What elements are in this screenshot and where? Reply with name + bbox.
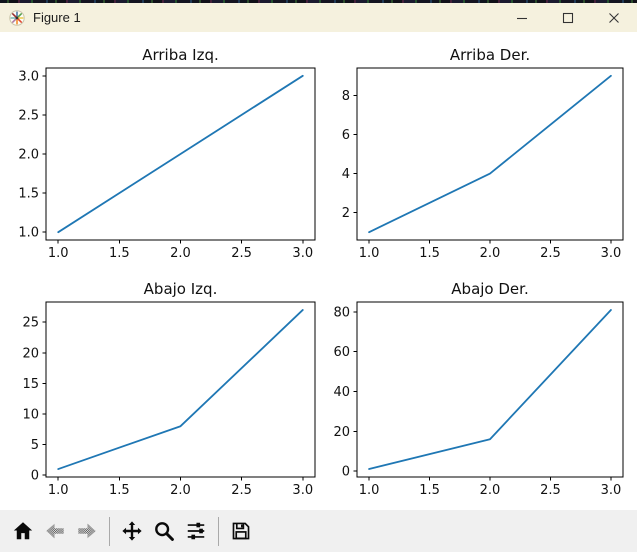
y-tick-label: 10 [22, 407, 39, 422]
back-icon [46, 523, 64, 539]
x-tick-label: 2.5 [231, 246, 252, 261]
y-tick-label: 2 [342, 206, 350, 221]
close-button[interactable] [591, 3, 637, 32]
y-tick-label: 3.0 [18, 69, 39, 84]
x-tick-label: 3.0 [292, 483, 313, 498]
x-tick-label: 2.0 [480, 246, 501, 261]
maximize-button[interactable] [545, 3, 591, 32]
window-top-edge [0, 0, 637, 3]
subplot-title: Arriba Izq. [142, 46, 219, 64]
home-icon [13, 522, 33, 540]
x-tick-label: 1.0 [359, 246, 380, 261]
y-tick-label: 8 [342, 89, 350, 104]
x-tick-label: 2.5 [540, 483, 561, 498]
save-button[interactable] [226, 514, 256, 548]
x-tick-label: 2.0 [480, 483, 501, 498]
toolbar-separator [109, 516, 110, 546]
y-tick-label: 1.0 [18, 226, 39, 241]
y-tick-label: 0 [31, 469, 39, 484]
data-line [57, 309, 304, 470]
x-tick-label: 1.0 [48, 483, 69, 498]
x-tick-label: 3.0 [292, 246, 313, 261]
y-tick-label: 20 [22, 346, 39, 361]
x-tick-label: 2.5 [540, 246, 561, 261]
figure-canvas[interactable]: Arriba Izq. 1.0 1.5 2.0 2.5 3.0 1.0 1.5 2.0 2.5 3.… [0, 32, 637, 510]
x-tick-label: 3.0 [601, 483, 622, 498]
subplot-title: Arriba Der. [450, 46, 530, 64]
matplotlib-logo-icon [9, 9, 25, 26]
x-tick-label: 1.5 [419, 246, 440, 261]
y-tick-label: 2.0 [18, 148, 39, 163]
zoom-button[interactable] [149, 514, 179, 548]
toolbar-separator [218, 516, 219, 546]
y-tick-label: 1.5 [18, 187, 39, 202]
x-tick-label: 1.5 [109, 483, 130, 498]
axes-frame [356, 301, 624, 478]
subplot-title: Abajo Der. [451, 280, 528, 298]
subplot-title: Abajo Izq. [144, 280, 218, 298]
pan-button[interactable] [117, 514, 147, 548]
x-tick-label: 2.5 [231, 483, 252, 498]
axes-frame [45, 301, 316, 478]
minimize-icon [517, 17, 527, 19]
x-tick-label: 2.0 [170, 246, 191, 261]
data-line [57, 74, 304, 234]
matplotlib-toolbar [0, 510, 637, 552]
close-icon [609, 12, 619, 23]
sliders-icon [187, 522, 205, 540]
subplot-arriba-der: Arriba Der. 1.0 1.5 2.0 2.5 3.0 2 4 6 8 [342, 46, 624, 261]
x-tick-label: 1.5 [109, 246, 130, 261]
x-tick-label: 3.0 [601, 246, 622, 261]
y-tick-label: 0 [342, 465, 350, 480]
subplot-abajo-der: Abajo Der. 1.0 1.5 2.0 2.5 3.0 0 20 40 60 80 [333, 280, 624, 498]
pan-icon [122, 521, 142, 541]
window-controls [499, 3, 637, 32]
home-button[interactable] [8, 514, 38, 548]
data-line [368, 74, 612, 234]
titlebar[interactable]: Figure 1 [0, 3, 637, 32]
minimize-button[interactable] [499, 3, 545, 32]
x-tick-label: 1.0 [48, 246, 69, 261]
y-tick-label: 2.5 [18, 108, 39, 123]
configure-subplots-button[interactable] [181, 514, 211, 548]
x-tick-label: 1.0 [359, 483, 380, 498]
y-tick-label: 25 [22, 316, 39, 331]
y-tick-label: 4 [342, 167, 350, 182]
y-tick-label: 60 [333, 345, 350, 360]
window-title: Figure 1 [33, 10, 81, 25]
x-tick-label: 1.5 [419, 483, 440, 498]
forward-icon [78, 523, 96, 539]
axes-frame [356, 67, 624, 241]
save-icon [232, 522, 250, 540]
y-tick-label: 5 [31, 438, 39, 453]
y-tick-label: 80 [333, 305, 350, 320]
y-tick-label: 20 [333, 425, 350, 440]
y-tick-label: 40 [333, 385, 350, 400]
forward-button[interactable] [72, 514, 102, 548]
subplot-arriba-izq: Arriba Izq. 1.0 1.5 2.0 2.5 3.0 1.0 1.5 2.0 2.5 3.… [18, 46, 316, 261]
y-tick-label: 15 [22, 377, 39, 392]
back-button[interactable] [40, 514, 70, 548]
data-line [368, 309, 612, 470]
maximize-icon [562, 12, 574, 23]
zoom-icon [155, 522, 174, 541]
y-tick-label: 6 [342, 128, 350, 143]
subplot-abajo-izq: Abajo Izq. 1.0 1.5 2.0 2.5 3.0 0 5 10 15 20 25 [22, 280, 316, 498]
x-tick-label: 2.0 [170, 483, 191, 498]
